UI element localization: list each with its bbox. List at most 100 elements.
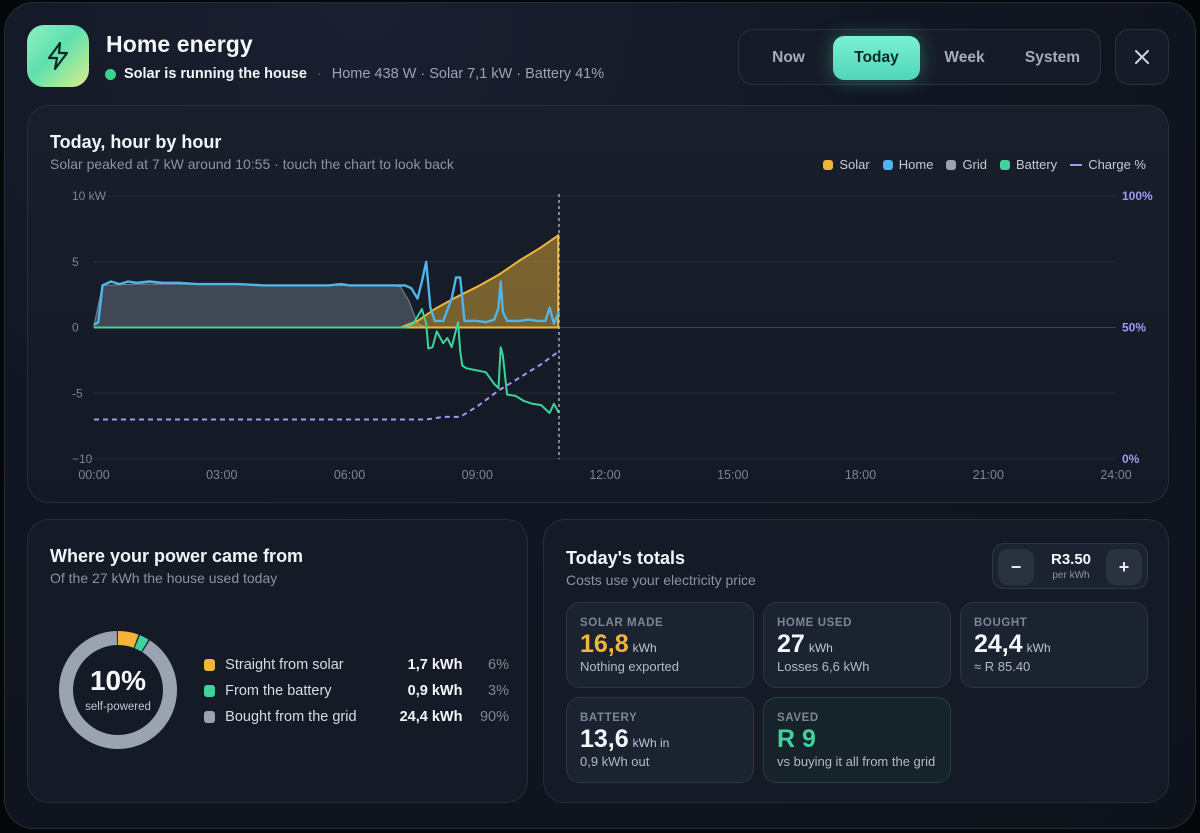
chart-legend: Solar Home Grid Battery Charge % <box>823 157 1146 172</box>
legend-label: Charge % <box>1088 157 1146 172</box>
y-tick-label: 5 <box>72 255 79 269</box>
totals-title: Today's totals <box>566 548 685 568</box>
price-unit: per kWh <box>1052 570 1090 581</box>
stat-saved: Saved R 9 vs buying it all from the grid <box>763 697 951 783</box>
stat-unit: kWh <box>1026 641 1051 655</box>
x-tick-label: 24:00 <box>1100 468 1131 482</box>
y-tick-label: -5 <box>72 386 83 400</box>
stat-unit: kWh <box>808 641 833 655</box>
donut-segment <box>59 631 177 749</box>
app-title: Home energy <box>106 31 253 57</box>
legend-item-home[interactable]: Home <box>882 157 934 172</box>
legend-label: Grid <box>962 157 987 172</box>
stat-label: Solar made <box>580 617 664 629</box>
sources-title: Where your power came from <box>50 546 304 566</box>
source-label: Straight from solar <box>225 657 344 673</box>
price-decrease-button[interactable]: − <box>998 549 1034 585</box>
energy-chart[interactable]: 10 kW 5 0 -5 −10 100% 50% 0% 00:00 03:00 06:00 09:0… <box>28 106 1170 504</box>
legend-item-grid[interactable]: Grid <box>946 157 987 172</box>
source-swatch-battery <box>204 685 216 697</box>
y2-tick-label: 0% <box>1122 452 1140 466</box>
chart-subtitle: Solar peaked at 7 kW around 10:55 · touc… <box>50 156 454 172</box>
stat-bought: Bought 24,4 kWh ≈ R 85.40 <box>960 602 1148 688</box>
self-powered-percent: 10% <box>89 665 147 696</box>
donut-segment <box>59 631 177 749</box>
totals-subtitle: Costs use your electricity price <box>566 572 756 588</box>
source-percent: 6% <box>488 657 509 673</box>
legend-swatch-solar <box>823 159 834 170</box>
x-tick-label: 21:00 <box>973 468 1004 482</box>
source-value: 0,9 kWh <box>407 683 463 699</box>
tab-today[interactable]: Today <box>833 36 920 80</box>
source-swatch-solar <box>204 659 216 671</box>
stat-solar-made: Solar made 16,8 kWh Nothing exported <box>566 602 754 688</box>
price-stepper: − R3.50 per kWh + <box>992 543 1148 589</box>
price-increase-button[interactable]: + <box>1106 549 1142 585</box>
stat-value: 24,4 <box>974 630 1023 658</box>
y-tick-label: −10 <box>72 452 93 466</box>
source-value: 1,7 kWh <box>407 657 463 673</box>
legend-label: Battery <box>1016 157 1058 172</box>
source-row-battery: From the battery 0,9 kWh 3% <box>204 680 509 702</box>
x-tick-label: 06:00 <box>334 468 365 482</box>
x-tick-label: 03:00 <box>206 468 237 482</box>
stat-unit: kWh in <box>632 736 670 750</box>
stat-note: 0,9 kWh out <box>580 754 650 769</box>
series-battery-line <box>94 308 560 414</box>
x-tick-label: 15:00 <box>717 468 748 482</box>
self-powered-label: self-powered <box>85 701 151 713</box>
stat-label: Saved <box>777 712 819 724</box>
close-icon <box>1135 50 1149 64</box>
source-percent: 3% <box>488 683 509 699</box>
stat-note: ≈ R 85.40 <box>974 659 1031 674</box>
source-swatch-grid <box>204 711 216 723</box>
legend-item-battery[interactable]: Battery <box>1000 157 1057 172</box>
status-separator: · <box>316 66 322 82</box>
lightning-bolt-icon <box>27 25 89 87</box>
status-stats: Home 438 W · Solar 7,1 kW · Battery 41% <box>331 66 605 82</box>
self-powered-donut <box>59 631 177 749</box>
legend-swatch-charge <box>1070 163 1083 166</box>
stat-label: Home used <box>777 617 853 629</box>
close-button[interactable] <box>1115 29 1169 85</box>
source-percent: 90% <box>479 709 509 725</box>
status-text: Solar is running the house <box>124 66 307 82</box>
status-line: Solar is running the house · Home 438 W … <box>105 66 604 82</box>
tab-now[interactable]: Now <box>772 49 805 66</box>
legend-label: Solar <box>839 157 870 172</box>
stat-home-used: Home used 27 kWh Losses 6,6 kWh <box>763 602 951 688</box>
stat-value: 27 <box>777 630 805 658</box>
legend-swatch-grid <box>946 159 957 170</box>
status-dot-icon <box>105 68 116 80</box>
todays-totals-card: Today's totals Costs use your electricit… <box>543 519 1169 803</box>
stat-note: Nothing exported <box>580 659 680 674</box>
source-value: 24,4 kWh <box>399 709 463 725</box>
tab-week[interactable]: Week <box>944 49 985 66</box>
stat-value: 16,8 <box>580 630 629 658</box>
y-tick-label: 10 kW <box>72 189 107 203</box>
legend-item-charge[interactable]: Charge % <box>1070 157 1146 172</box>
y2-tick-label: 100% <box>1122 189 1153 203</box>
source-label: Bought from the grid <box>225 709 357 725</box>
sources-subtitle: Of the 27 kWh the house used today <box>50 570 278 586</box>
x-tick-label: 18:00 <box>845 468 876 482</box>
source-label: From the battery <box>225 683 332 699</box>
home-energy-window: Home energy Solar is running the house ·… <box>4 2 1196 829</box>
y-tick-label: 0 <box>72 321 79 335</box>
legend-label: Home <box>898 157 934 172</box>
source-row-solar: Straight from solar 1,7 kWh 6% <box>204 654 509 676</box>
range-tabs: Now Today Week System <box>738 29 1101 85</box>
x-tick-label: 00:00 <box>78 468 109 482</box>
tab-system[interactable]: System <box>1024 49 1081 66</box>
x-tick-label: 12:00 <box>589 468 620 482</box>
power-sources-card: Where your power came from Of the 27 kWh… <box>27 519 528 803</box>
chart-title: Today, hour by hour <box>50 132 222 152</box>
legend-item-solar[interactable]: Solar <box>823 157 870 172</box>
stat-note: vs buying it all from the grid <box>777 754 936 769</box>
stat-battery: Battery 13,6 kWh in 0,9 kWh out <box>566 697 754 783</box>
stat-label: Battery <box>580 712 638 724</box>
stat-label: Bought <box>974 617 1028 629</box>
series-charge-line <box>94 350 560 421</box>
stat-value: R 9 <box>777 725 816 753</box>
source-row-grid: Bought from the grid 24,4 kWh 90% <box>204 706 509 728</box>
